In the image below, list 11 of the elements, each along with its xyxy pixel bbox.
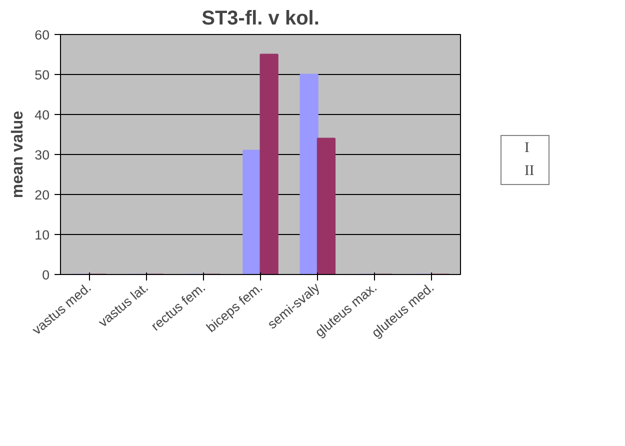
y-tick-label: 60 — [34, 28, 50, 42]
y-tick-label: 50 — [34, 68, 50, 82]
text: I — [524, 140, 530, 156]
text: II — [524, 162, 536, 180]
y-tick-label: 30 — [34, 148, 50, 162]
y-tick-label: 40 — [34, 108, 50, 122]
y-tick-label: 20 — [34, 188, 50, 202]
y-axis-title: mean value — [10, 110, 27, 198]
y-tick-label: 0 — [42, 268, 50, 282]
y-tick-label: 10 — [34, 228, 50, 242]
chart-title: ST3-fl. v kol. — [202, 8, 320, 30]
